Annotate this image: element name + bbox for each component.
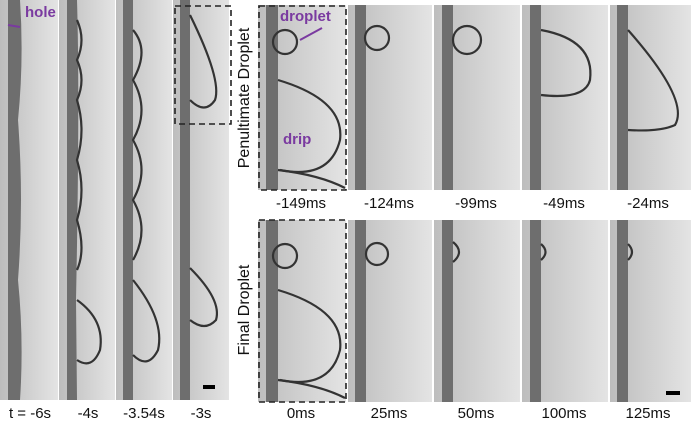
time-label: -124ms	[364, 195, 414, 212]
left-labels: t = -6s -4s -3.54s -3s	[9, 405, 211, 422]
row-title: Penultimate Droplet	[236, 27, 253, 168]
time-label: 50ms	[458, 405, 495, 422]
penultimate-labels: -149ms -124ms -99ms -49ms -24ms	[276, 195, 669, 212]
time-label: -3.54s	[123, 405, 165, 422]
row-title: Final Droplet	[236, 264, 253, 355]
annotation: hole	[25, 4, 56, 21]
penultimate-row: droplet drip	[258, 5, 691, 190]
time-label: 25ms	[371, 405, 408, 422]
time-label: -3s	[191, 405, 212, 422]
time-label: 0ms	[287, 405, 315, 422]
time-label: 125ms	[625, 405, 670, 422]
left-panel: hole	[0, 0, 231, 400]
annotation: drip	[283, 131, 311, 148]
time-label: -4s	[78, 405, 99, 422]
figure: hole t = -6s -4s -3.54s -3s Penultimate …	[0, 0, 691, 430]
annotation: droplet	[280, 8, 331, 25]
time-label: 100ms	[541, 405, 586, 422]
time-label: -149ms	[276, 195, 326, 212]
time-label: t = -6s	[9, 405, 51, 422]
time-label: -99ms	[455, 195, 497, 212]
time-label: -49ms	[543, 195, 585, 212]
final-row	[258, 220, 691, 402]
time-label: -24ms	[627, 195, 669, 212]
final-labels: 0ms 25ms 50ms 100ms 125ms	[287, 405, 671, 422]
